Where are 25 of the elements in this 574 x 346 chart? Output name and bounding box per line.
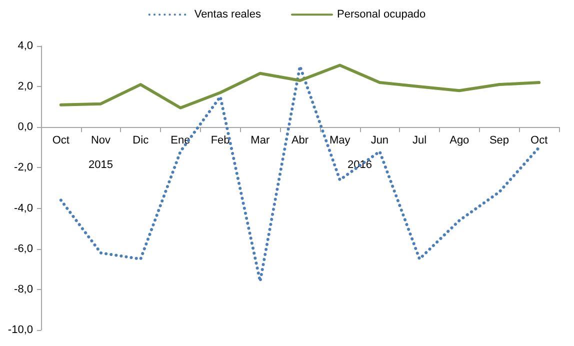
x-tick-label: Abr (291, 134, 309, 147)
y-tick-label: 4,0 (18, 40, 33, 52)
y-tick-label: -6,0 (14, 242, 33, 255)
legend-label: Ventas reales (194, 8, 262, 21)
x-tick-label: Sep (489, 134, 510, 147)
x-tick-label: Oct (52, 134, 70, 147)
x-tick-label: Ago (450, 134, 470, 147)
line-series (59, 64, 541, 110)
x-tick-label: Jul (412, 134, 427, 147)
annotation: 2015 (88, 159, 114, 172)
x-tick-label: Mar (250, 134, 270, 147)
x-tick-label: Feb (210, 134, 230, 147)
x-tick-label: Jun (370, 134, 389, 147)
y-tick-label: -4,0 (14, 202, 33, 214)
y-tick-label: -10,0 (8, 324, 33, 336)
x-tick-label: Dic (132, 134, 150, 147)
x-tick-label: Oct (530, 134, 548, 147)
x-tick-label: Nov (90, 134, 112, 147)
y-tick-label: 0,0 (18, 121, 33, 134)
y-tick-label: -8,0 (14, 283, 33, 296)
y-tick-label: -2,0 (14, 162, 33, 174)
legend-label: Personal ocupado (336, 8, 426, 21)
y-tick-label: 2,0 (18, 80, 33, 93)
x-tick-label: Ene (170, 134, 190, 147)
x-tick-label: May (329, 134, 351, 147)
